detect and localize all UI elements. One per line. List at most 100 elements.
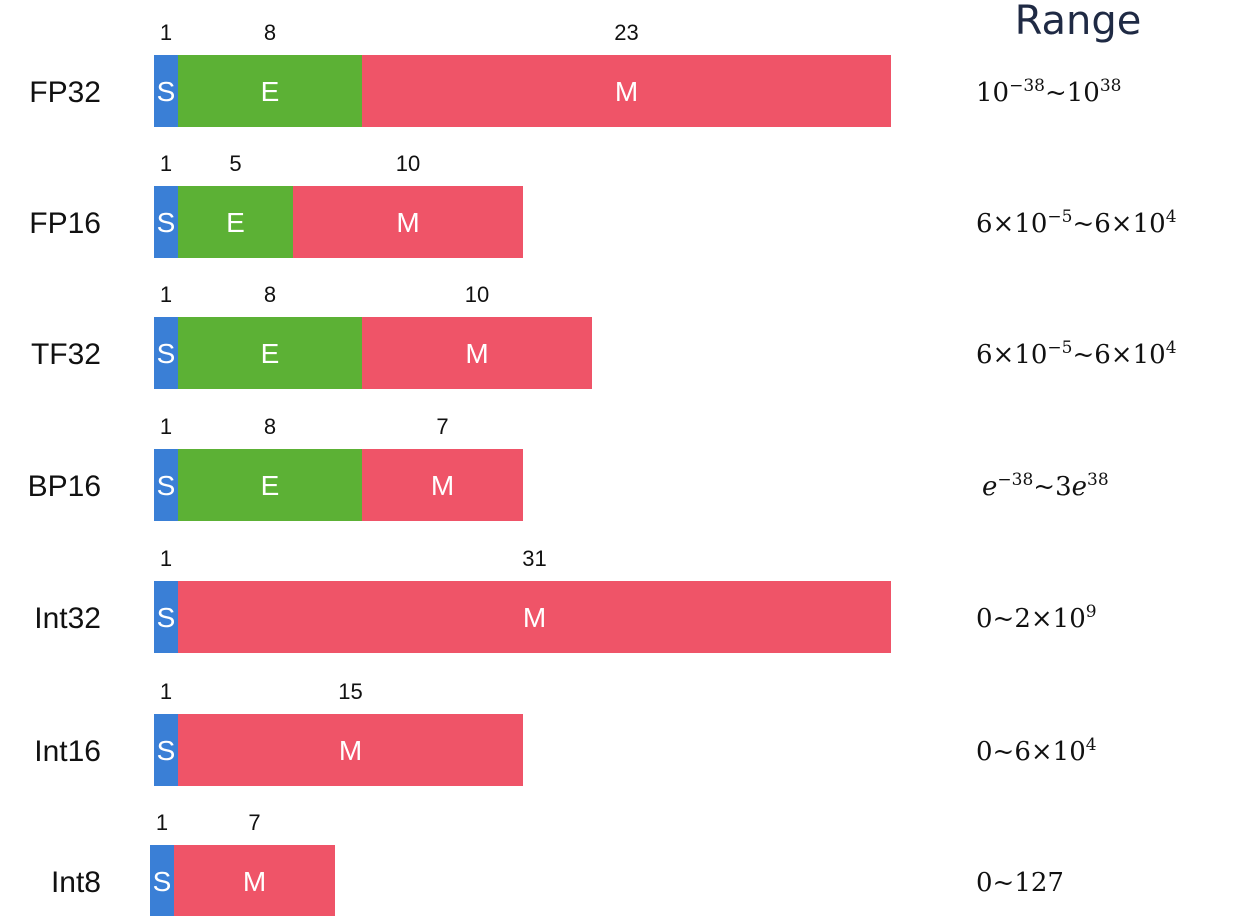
mantissa-segment [174,845,335,916]
bit-count-label: 10 [396,151,420,176]
bit-count-label: 31 [522,546,546,571]
range-exponent: −38 [1009,76,1045,96]
range-base: 10 [976,78,1009,108]
sign-segment-label: S [157,602,176,633]
bit-count-label: 1 [156,810,168,835]
range-exponent: −5 [1047,338,1072,358]
range-value: 6×10−5~6×104 [976,338,1177,370]
range-value: 0~127 [976,868,1064,898]
format-row-int16: Int16 S 1 M 15 0~6×104 [34,679,1097,786]
range-base: e [982,472,997,502]
sign-segment-label: S [157,76,176,107]
mantissa-segment-label: M [396,207,419,238]
mantissa-segment-label: M [615,76,638,107]
bit-count-label: 15 [338,679,362,704]
exponent-segment [178,317,362,389]
bit-count-label: 1 [160,679,172,704]
bit-count-label: 10 [465,282,489,307]
sign-segment [150,845,174,916]
bit-count-label: 1 [160,282,172,307]
bit-count-label: 5 [229,151,241,176]
format-row-fp32: FP32 S 1 E 8 M 23 10−38~1038 [29,20,1122,127]
exponent-segment [178,186,293,258]
bit-count-label: 8 [264,282,276,307]
range-exponent: 4 [1166,338,1177,358]
range-value: 6×10−5~6×104 [976,207,1177,239]
sign-segment [154,186,178,258]
range-base: 6×10 [976,340,1047,370]
sign-segment-label: S [157,338,176,369]
sign-segment [154,55,178,127]
format-label: Int32 [34,602,101,635]
format-row-tf32: TF32 S 1 E 8 M 10 6×10−5~6×104 [31,282,1177,389]
bit-count-label: 7 [436,414,448,439]
bit-count-label: 8 [264,414,276,439]
format-label: TF32 [31,338,101,371]
exponent-segment [178,55,362,127]
mantissa-segment-label: M [431,470,454,501]
range-base: ~6×10 [1072,340,1165,370]
range-value: 0~6×104 [976,735,1097,767]
mantissa-segment-label: M [465,338,488,369]
range-base: 6×10 [976,209,1047,239]
range-exponent: −38 [997,470,1033,490]
range-exponent: −5 [1047,207,1072,227]
mantissa-segment [178,581,891,653]
sign-segment [154,714,178,786]
range-exponent: 38 [1087,470,1109,490]
bit-count-label: 1 [160,151,172,176]
mantissa-segment-label: M [339,735,362,766]
range-value: 0~2×109 [976,602,1097,634]
bit-count-label: 1 [160,414,172,439]
format-row-int8: Int8 S 1 M 7 0~127 [51,810,1064,916]
mantissa-segment [362,317,592,389]
sign-segment [154,449,178,521]
sign-segment-label: S [157,207,176,238]
format-row-int32: Int32 S 1 M 31 0~2×109 [34,546,1097,653]
exponent-segment-label: E [261,76,280,107]
range-exponent: 4 [1086,735,1097,755]
exponent-segment-label: E [226,207,245,238]
bit-count-label: 8 [264,20,276,45]
format-label: FP16 [29,207,101,240]
range-base: ~10 [1045,78,1100,108]
bit-count-label: 1 [160,546,172,571]
sign-segment [154,581,178,653]
range-exponent: 4 [1166,207,1177,227]
range-base: ~3 [1033,472,1071,502]
range-base: 0~127 [976,868,1064,898]
bit-count-label: 23 [614,20,638,45]
range-exponent: 38 [1100,76,1122,96]
sign-segment-label: S [153,866,172,897]
range-base: ~6×10 [1072,209,1165,239]
mantissa-segment [293,186,523,258]
mantissa-segment [362,449,523,521]
bit-count-label: 7 [248,810,260,835]
mantissa-segment-label: M [523,602,546,633]
mantissa-segment [178,714,523,786]
mantissa-segment-label: M [243,866,266,897]
exponent-segment-label: E [261,470,280,501]
range-base: 0~2×10 [976,604,1086,634]
range-value: 10−38~1038 [976,76,1122,108]
format-label: Int8 [51,866,101,899]
sign-segment-label: S [157,735,176,766]
bit-count-label: 1 [160,20,172,45]
exponent-segment-label: E [261,338,280,369]
format-label: FP32 [29,76,101,109]
exponent-segment [178,449,362,521]
range-exponent: 9 [1086,602,1097,622]
format-row-fp16: FP16 S 1 E 5 M 10 6×10−5~6×104 [29,151,1177,258]
format-label: BP16 [28,470,101,503]
range-base: 0~6×10 [976,737,1086,767]
range-value: e−38~3e38 [982,470,1109,502]
range-base: e [1072,472,1087,502]
format-label: Int16 [34,735,101,768]
sign-segment-label: S [157,470,176,501]
range-title: Range [1015,0,1142,44]
mantissa-segment [362,55,891,127]
sign-segment [154,317,178,389]
